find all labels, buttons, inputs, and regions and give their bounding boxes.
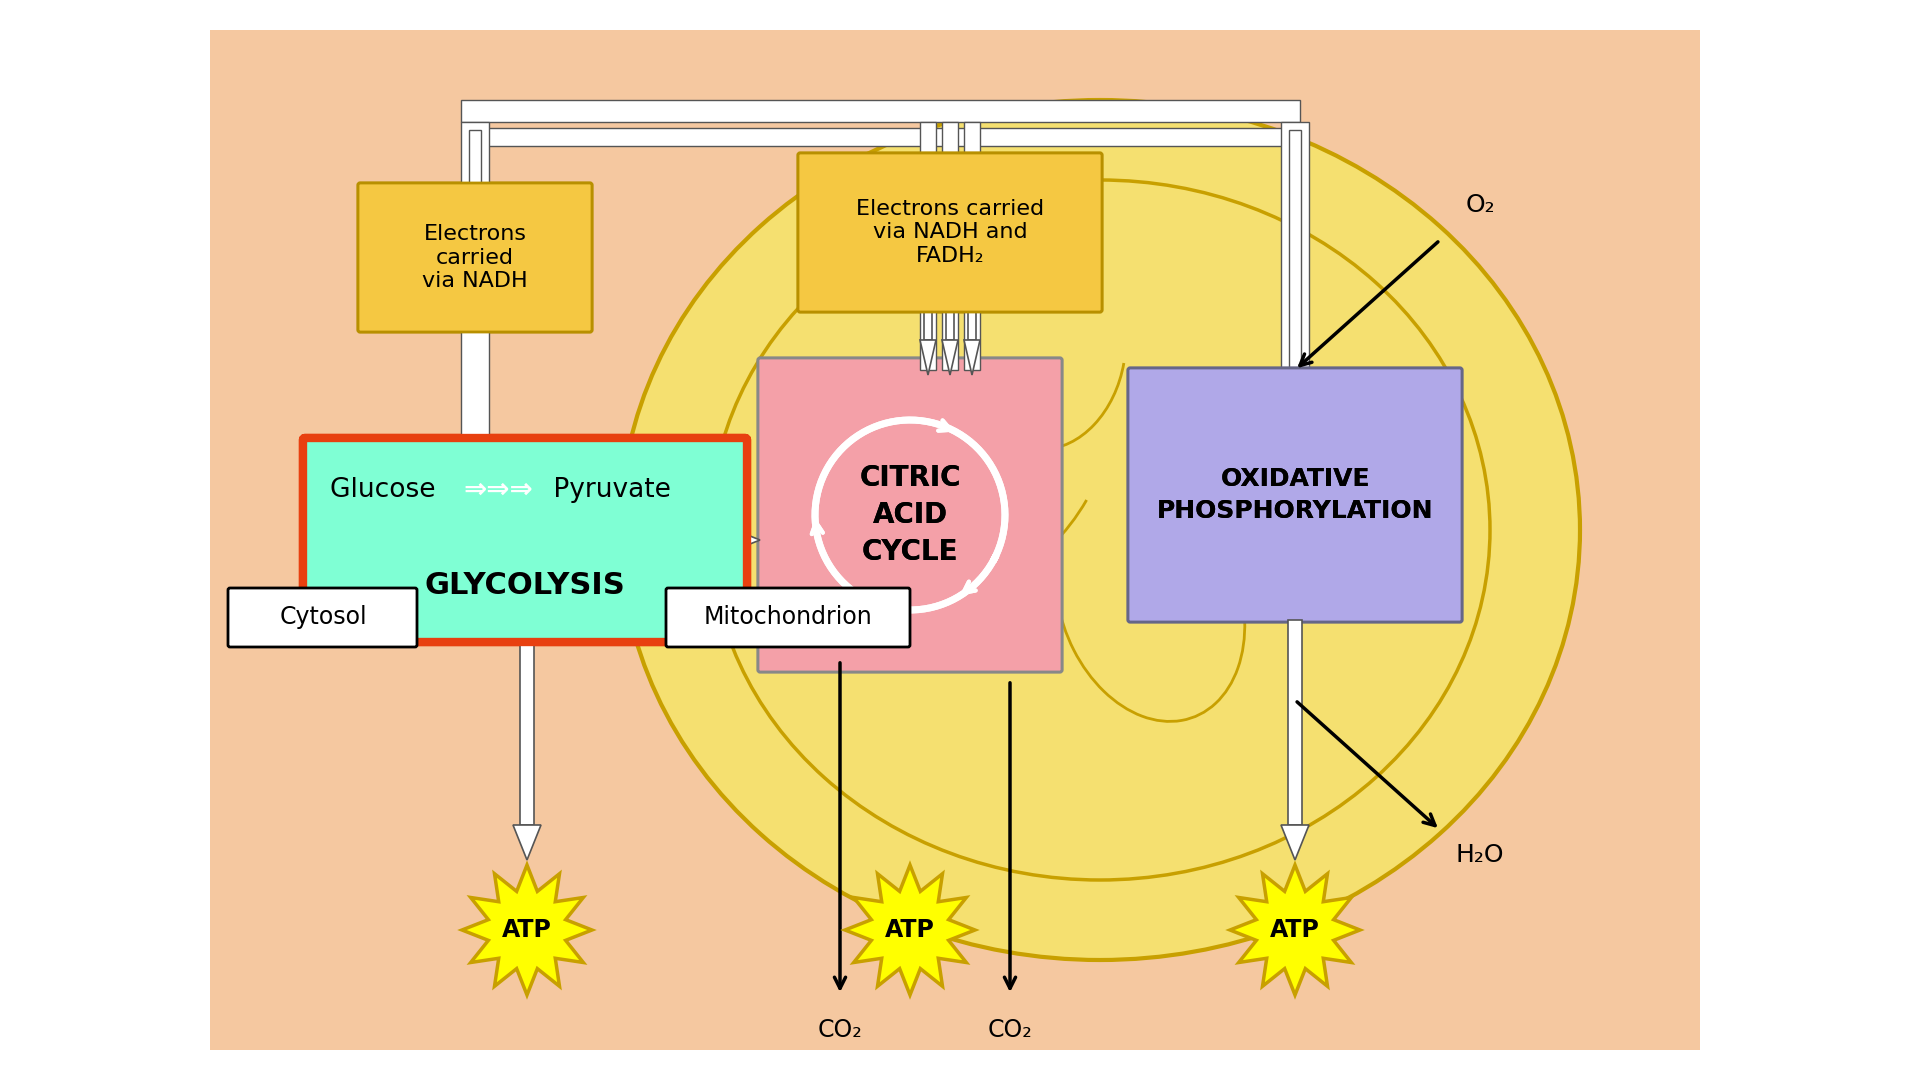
FancyBboxPatch shape [228, 588, 417, 647]
Ellipse shape [620, 100, 1580, 960]
Text: ⇒⇒⇒: ⇒⇒⇒ [463, 476, 532, 504]
Text: Mitochondrion: Mitochondrion [703, 605, 872, 629]
Text: CITRIC
ACID
CYCLE: CITRIC ACID CYCLE [860, 464, 960, 566]
FancyBboxPatch shape [758, 357, 1062, 672]
Text: Pyruvate: Pyruvate [545, 477, 670, 503]
Bar [461, 330, 490, 586]
Text: Electrons
carried
via NADH: Electrons carried via NADH [422, 225, 528, 291]
Bar [947, 305, 954, 340]
Text: O₂: O₂ [1465, 193, 1496, 217]
FancyBboxPatch shape [303, 438, 747, 642]
Bar [1288, 130, 1302, 370]
Text: CITRIC
ACID
CYCLE: CITRIC ACID CYCLE [860, 464, 960, 566]
Text: OXIDATIVE
PHOSPHORYLATION: OXIDATIVE PHOSPHORYLATION [1156, 468, 1432, 523]
Text: ATP: ATP [501, 918, 551, 942]
Bar [468, 130, 482, 185]
Text: Glucose: Glucose [330, 477, 444, 503]
FancyBboxPatch shape [799, 153, 1102, 312]
Polygon shape [726, 526, 760, 554]
Text: H₂O: H₂O [1455, 843, 1503, 867]
FancyBboxPatch shape [209, 30, 1699, 1050]
Polygon shape [463, 865, 591, 995]
Bar [920, 310, 937, 370]
Text: OXIDATIVE
PHOSPHORYLATION: OXIDATIVE PHOSPHORYLATION [1156, 468, 1432, 523]
Bar [461, 122, 490, 185]
Text: Cytosol: Cytosol [278, 605, 367, 629]
Text: CO₂: CO₂ [818, 1018, 862, 1042]
Polygon shape [845, 865, 975, 995]
FancyBboxPatch shape [303, 438, 747, 642]
FancyBboxPatch shape [357, 183, 591, 332]
Bar [964, 310, 979, 370]
Polygon shape [1281, 825, 1309, 860]
Polygon shape [513, 825, 541, 860]
Text: ATP: ATP [885, 918, 935, 942]
Bar [520, 640, 534, 825]
Text: GLYCOLYSIS: GLYCOLYSIS [424, 570, 626, 599]
Bar [924, 305, 931, 340]
Text: ⇒⇒⇒: ⇒⇒⇒ [465, 475, 541, 504]
Text: Electrons
carried
via NADH: Electrons carried via NADH [422, 225, 528, 291]
FancyBboxPatch shape [357, 183, 591, 332]
FancyBboxPatch shape [1129, 368, 1461, 622]
Bar [943, 310, 958, 370]
Polygon shape [943, 340, 958, 375]
Bar [968, 305, 975, 340]
Polygon shape [920, 340, 937, 375]
Bar [943, 122, 958, 156]
Bar [468, 129, 1300, 146]
FancyBboxPatch shape [666, 588, 910, 647]
FancyBboxPatch shape [799, 153, 1102, 312]
Text: Glucose: Glucose [334, 477, 449, 503]
Bar [726, 534, 749, 546]
Bar [461, 100, 1300, 122]
FancyBboxPatch shape [1129, 368, 1461, 622]
Bar [920, 122, 937, 156]
Polygon shape [1231, 865, 1359, 995]
Polygon shape [964, 340, 979, 375]
FancyBboxPatch shape [758, 357, 1062, 672]
Text: Electrons carried
via NADH and
FADH₂: Electrons carried via NADH and FADH₂ [856, 200, 1044, 266]
Text: Pyruvate: Pyruvate [545, 477, 670, 503]
Text: GLYCOLYSIS: GLYCOLYSIS [424, 570, 626, 599]
Bar [1288, 620, 1302, 825]
Text: ATP: ATP [1269, 918, 1319, 942]
Bar [964, 122, 979, 156]
Text: Electrons carried
via NADH and
FADH₂: Electrons carried via NADH and FADH₂ [856, 200, 1044, 266]
Text: CO₂: CO₂ [987, 1018, 1033, 1042]
Bar [1281, 122, 1309, 370]
